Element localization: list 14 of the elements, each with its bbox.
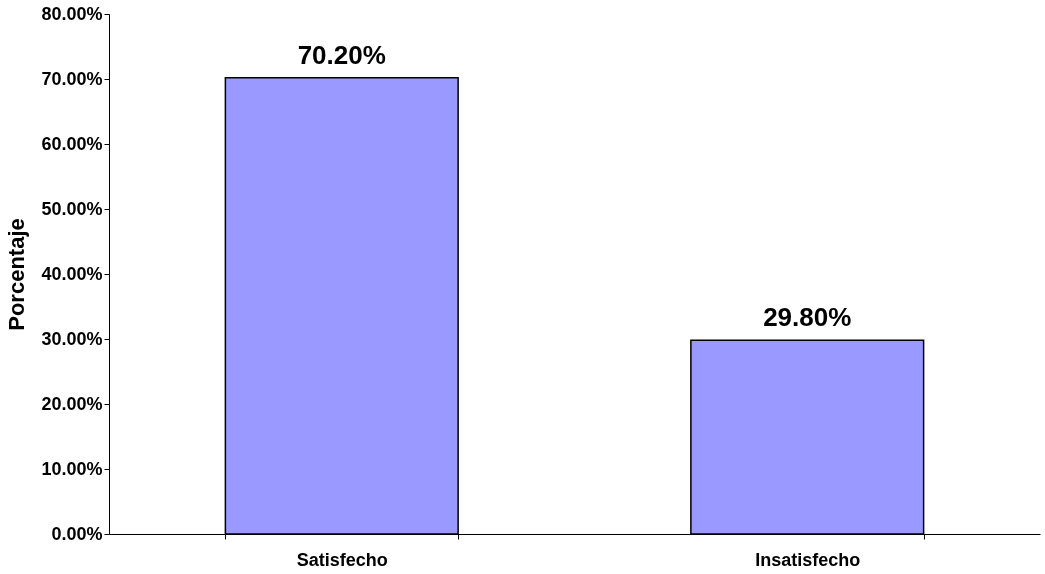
- y-tick-label: 40.00%: [41, 263, 103, 284]
- y-tick-label: 60.00%: [41, 133, 103, 154]
- y-tick-label: 10.00%: [41, 458, 103, 479]
- data-label: 70.20%: [297, 39, 386, 70]
- y-tick-label: 80.00%: [41, 3, 103, 24]
- x-tick-label: Satisfecho: [296, 549, 388, 570]
- x-tick-label: Insatisfecho: [755, 549, 861, 570]
- y-tick-label: 0.00%: [51, 523, 103, 544]
- y-tick-label: 30.00%: [41, 328, 103, 349]
- y-tick-label: 20.00%: [41, 393, 103, 414]
- data-label: 29.80%: [763, 302, 852, 333]
- y-axis-title: Porcentaje: [4, 218, 30, 331]
- y-tick-label: 50.00%: [41, 198, 103, 219]
- y-tick-label: 70.00%: [41, 68, 103, 89]
